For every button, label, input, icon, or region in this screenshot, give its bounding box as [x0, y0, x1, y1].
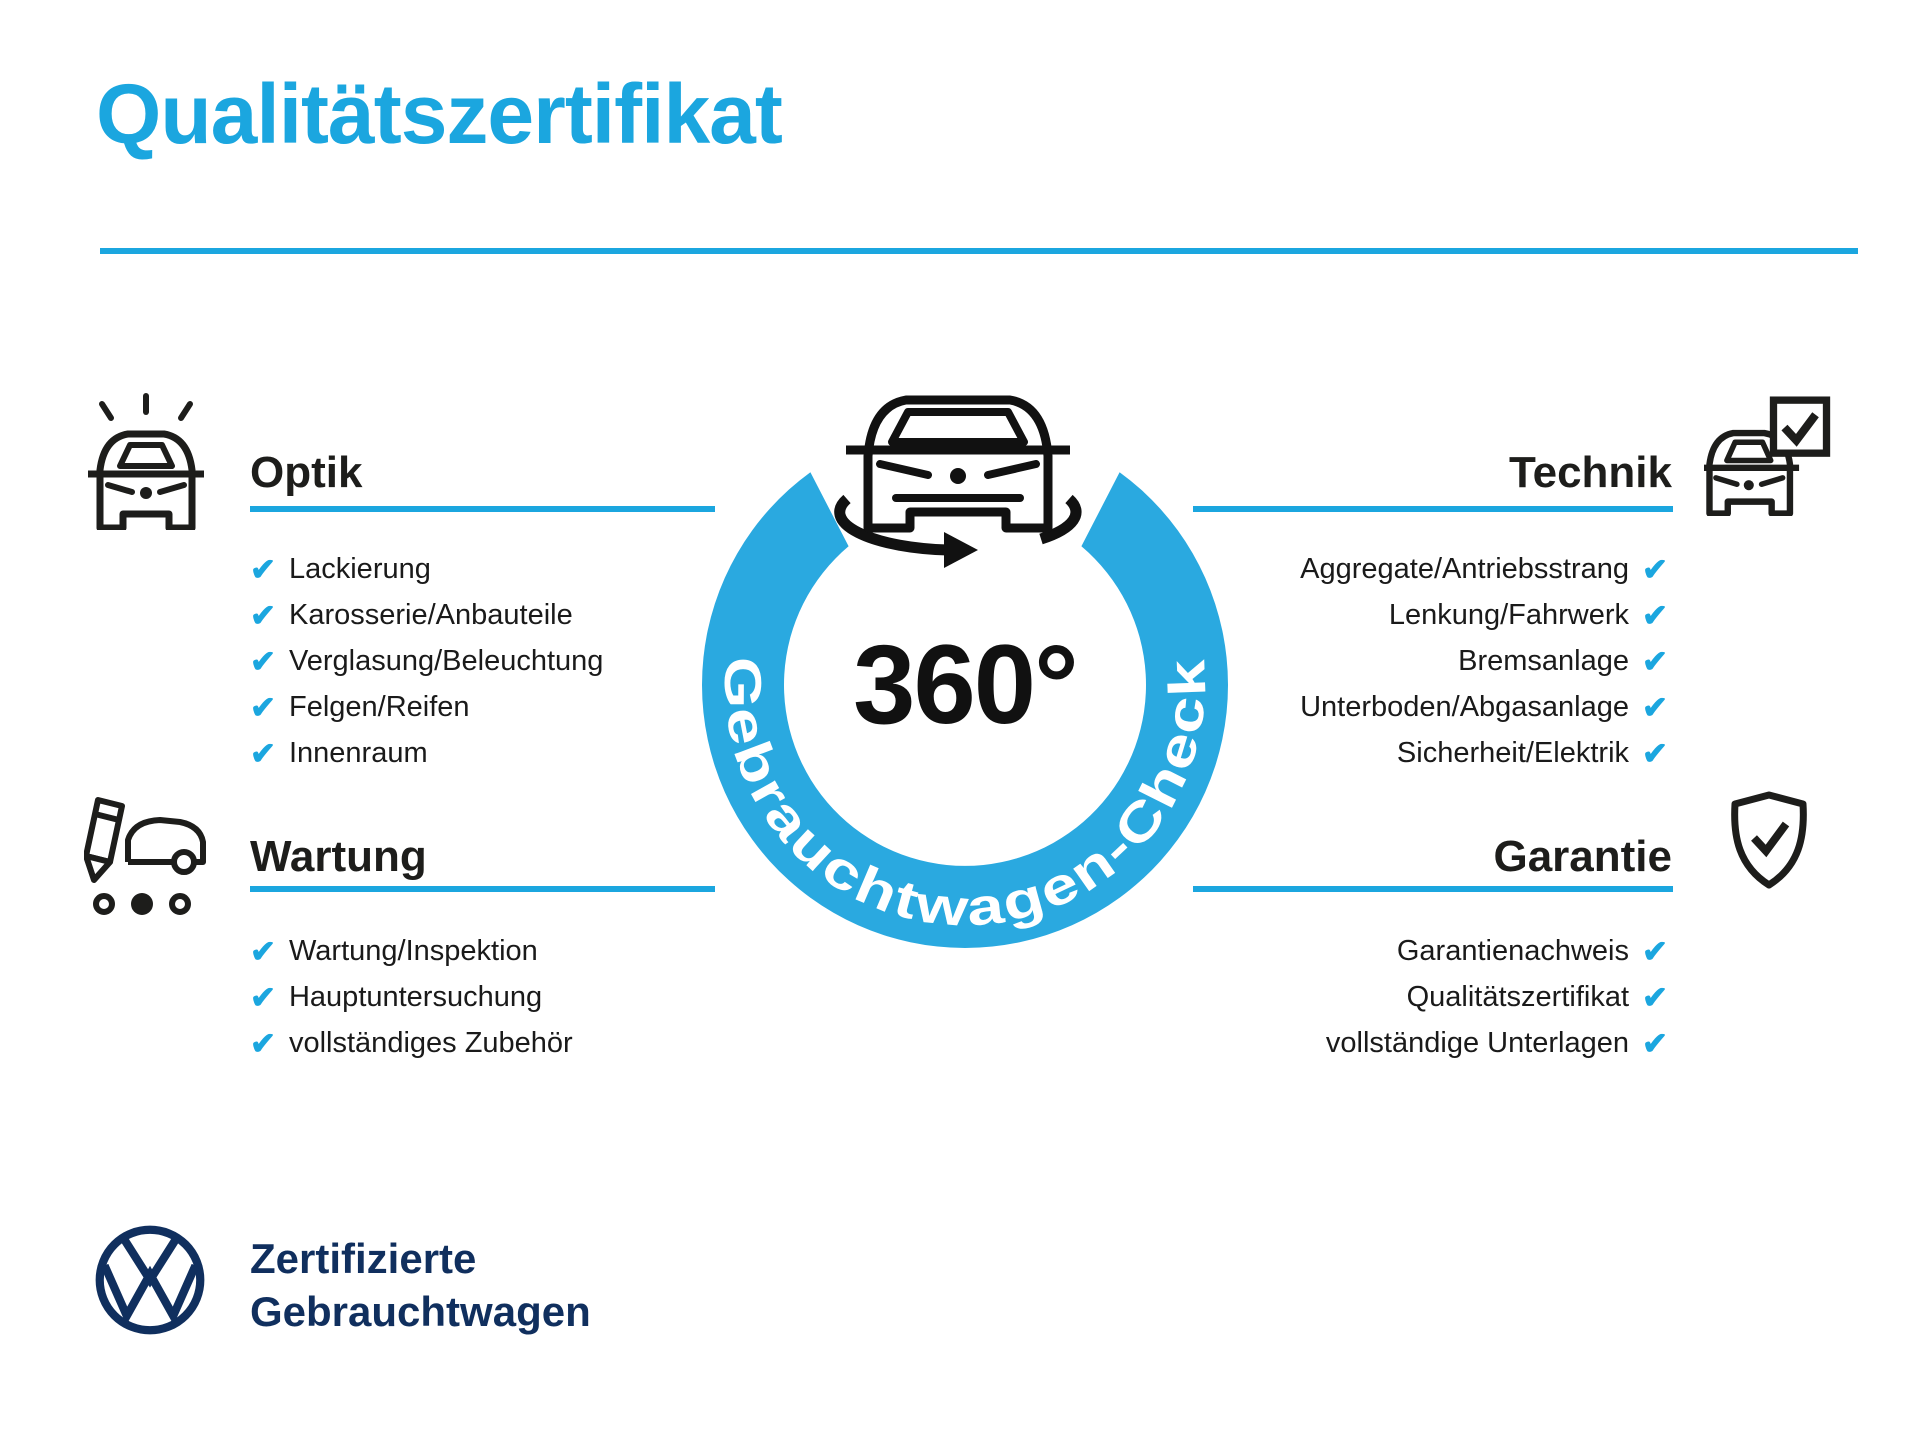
title-divider	[100, 248, 1858, 254]
check-item-label: Karosserie/Anbauteile	[288, 598, 573, 631]
check-item: ✔ Karosserie/Anbauteile	[250, 592, 720, 638]
check-icon: ✔	[1642, 1025, 1668, 1061]
check-item: Qualitätszertifikat ✔	[1188, 974, 1668, 1020]
check-icon: ✔	[1642, 643, 1668, 679]
check-item-label: Unterboden/Abgasanlage	[1300, 690, 1630, 723]
check-item: Bremsanlage ✔	[1188, 638, 1668, 684]
check-item-label: Verglasung/Beleuchtung	[288, 644, 604, 677]
check-item: ✔ Verglasung/Beleuchtung	[250, 638, 720, 684]
check-item-label: Qualitätszertifikat	[1406, 980, 1630, 1013]
wartung-checklist: ✔ Wartung/Inspektion ✔ Hauptuntersuchung ✔ vo…	[250, 928, 720, 1066]
check-item-label: vollständige Unterlagen	[1325, 1026, 1630, 1059]
technik-checklist: Aggregate/Antriebsstrang ✔ Lenkung/Fahrwer…	[1188, 546, 1668, 776]
check-item: Aggregate/Antriebsstrang ✔	[1188, 546, 1668, 592]
check-item: ✔ Innenraum	[250, 730, 720, 776]
check-icon: ✔	[1642, 689, 1668, 725]
check-icon: ✔	[250, 979, 276, 1015]
check-item: Lenkung/Fahrwerk ✔	[1188, 592, 1668, 638]
optik-checklist: ✔ Lackierung ✔ Karosserie/Anbauteile ✔ Vergla…	[250, 546, 720, 776]
check-icon: ✔	[1642, 551, 1668, 587]
check-icon: ✔	[250, 597, 276, 633]
section-garantie: Garantie Garantienachweis ✔ Qualitätszerti…	[1193, 790, 1840, 1120]
section-title-technik: Technik	[1508, 448, 1672, 497]
shield-check-icon	[1728, 790, 1810, 895]
check-item-label: Sicherheit/Elektrik	[1396, 736, 1630, 769]
section-underline-wartung	[250, 886, 715, 892]
check-item-label: Bremsanlage	[1458, 644, 1630, 677]
check-item-label: Aggregate/Antriebsstrang	[1300, 552, 1630, 585]
brand-line-1: Zertifizierte	[250, 1235, 477, 1282]
section-title-garantie: Garantie	[1493, 832, 1672, 881]
section-title-wartung: Wartung	[250, 832, 427, 881]
check-item-label: Felgen/Reifen	[288, 690, 470, 723]
check-item: vollständige Unterlagen ✔	[1188, 1020, 1668, 1066]
check-item-label: vollständiges Zubehör	[288, 1026, 573, 1059]
check-item-label: Hauptuntersuchung	[288, 980, 543, 1013]
check-icon: ✔	[1642, 735, 1668, 771]
check-icon: ✔	[1642, 979, 1668, 1015]
check-icon: ✔	[1642, 597, 1668, 633]
check-item: ✔ Felgen/Reifen	[250, 684, 720, 730]
section-wartung: Wartung ✔ Wartung/Inspektion ✔ Hauptuntersu…	[83, 790, 724, 1120]
check-item: ✔ vollständiges Zubehör	[250, 1020, 720, 1066]
brand-line-2: Gebrauchtwagen	[250, 1288, 591, 1335]
check-icon: ✔	[250, 643, 276, 679]
section-title-optik: Optik	[250, 448, 363, 497]
check-icon: ✔	[250, 689, 276, 725]
vw-logo	[92, 1222, 208, 1338]
section-underline-technik	[1193, 506, 1673, 512]
check-item: Sicherheit/Elektrik ✔	[1188, 730, 1668, 776]
check-item: ✔ Wartung/Inspektion	[250, 928, 720, 974]
check-item-label: Lenkung/Fahrwerk	[1388, 598, 1630, 631]
check-item-label: Wartung/Inspektion	[288, 934, 538, 967]
check-item: ✔ Hauptuntersuchung	[250, 974, 720, 1020]
check-icon: ✔	[250, 1025, 276, 1061]
check-item-label: Innenraum	[288, 736, 428, 769]
section-underline-optik	[250, 506, 715, 512]
page-title: Qualitätszertifikat	[96, 67, 783, 161]
badge-360-check: Gebrauchtwagen-Check 360°	[700, 378, 1230, 970]
car-rotation-icon	[834, 395, 1082, 568]
badge-ring	[702, 472, 1228, 948]
section-optik: Optik ✔ Lackierung ✔ Karosserie/Anbauteile ✔…	[84, 388, 724, 788]
brand-text: Zertifizierte Gebrauchtwagen	[250, 1232, 591, 1338]
car-checkbox-icon	[1704, 394, 1832, 521]
check-item: Unterboden/Abgasanlage ✔	[1188, 684, 1668, 730]
section-technik: Technik Aggregate/Antriebsstrang ✔ Lenkung…	[1193, 388, 1840, 788]
badge-degree-label: 360°	[853, 622, 1077, 747]
check-item: ✔ Lackierung	[250, 546, 720, 592]
pencil-car-icon	[83, 796, 220, 923]
check-item-label: Garantienachweis	[1396, 934, 1630, 967]
check-icon: ✔	[250, 735, 276, 771]
check-item-label: Lackierung	[288, 552, 431, 585]
check-item: Garantienachweis ✔	[1188, 928, 1668, 974]
check-icon: ✔	[250, 933, 276, 969]
garantie-checklist: Garantienachweis ✔ Qualitätszertifikat ✔ vol…	[1188, 928, 1668, 1066]
car-shine-icon	[84, 390, 208, 535]
check-icon: ✔	[250, 551, 276, 587]
section-underline-garantie	[1193, 886, 1673, 892]
check-icon: ✔	[1642, 933, 1668, 969]
